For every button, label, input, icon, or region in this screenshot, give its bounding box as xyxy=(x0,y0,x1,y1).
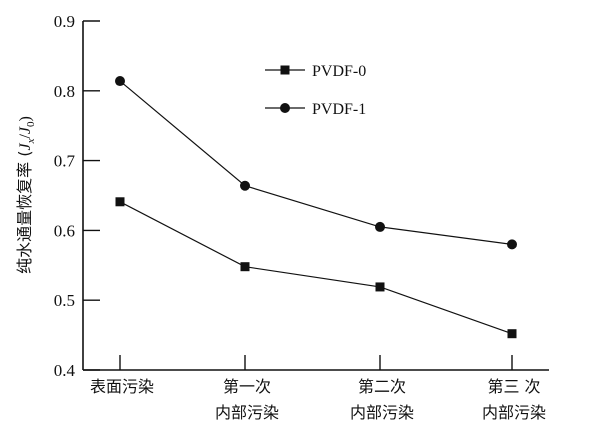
legend-label: PVDF-0 xyxy=(312,63,366,80)
x-tick-label: 第二次 xyxy=(358,377,406,396)
x-tick-label: 内部污染 xyxy=(215,403,279,422)
series-line-PVDF-0 xyxy=(119,201,513,335)
x-tick-label: 第一次 xyxy=(223,377,271,396)
data-point-square xyxy=(507,329,517,339)
y-tick-label: 0.6 xyxy=(54,221,75,240)
series-line-PVDF-1 xyxy=(119,80,513,245)
y-axis-label: 纯水通量恢复率 (Jx/J0) xyxy=(15,116,37,274)
legend-marker-square xyxy=(280,65,290,75)
data-point-circle xyxy=(115,76,125,87)
y-tick-label: 0.8 xyxy=(54,82,75,101)
x-tick-label: 内部污染 xyxy=(350,403,414,422)
data-point-square xyxy=(375,282,385,292)
data-point-square xyxy=(115,197,125,207)
data-point-square xyxy=(240,262,250,272)
x-tick-label: 表面污染 xyxy=(90,377,154,396)
y-tick-label: 0.5 xyxy=(54,291,75,310)
data-point-circle xyxy=(507,239,517,250)
y-tick-label: 0.4 xyxy=(54,361,76,380)
x-tick-label: 第三 次 xyxy=(487,377,540,396)
x-tick-label: 内部污染 xyxy=(482,403,546,422)
y-tick-label: 0.7 xyxy=(54,152,76,171)
data-point-circle xyxy=(240,180,250,191)
data-point-circle xyxy=(375,221,385,232)
y-tick-label: 0.9 xyxy=(54,12,75,31)
legend-marker-circle xyxy=(280,103,290,113)
legend-label: PVDF-1 xyxy=(312,101,366,118)
